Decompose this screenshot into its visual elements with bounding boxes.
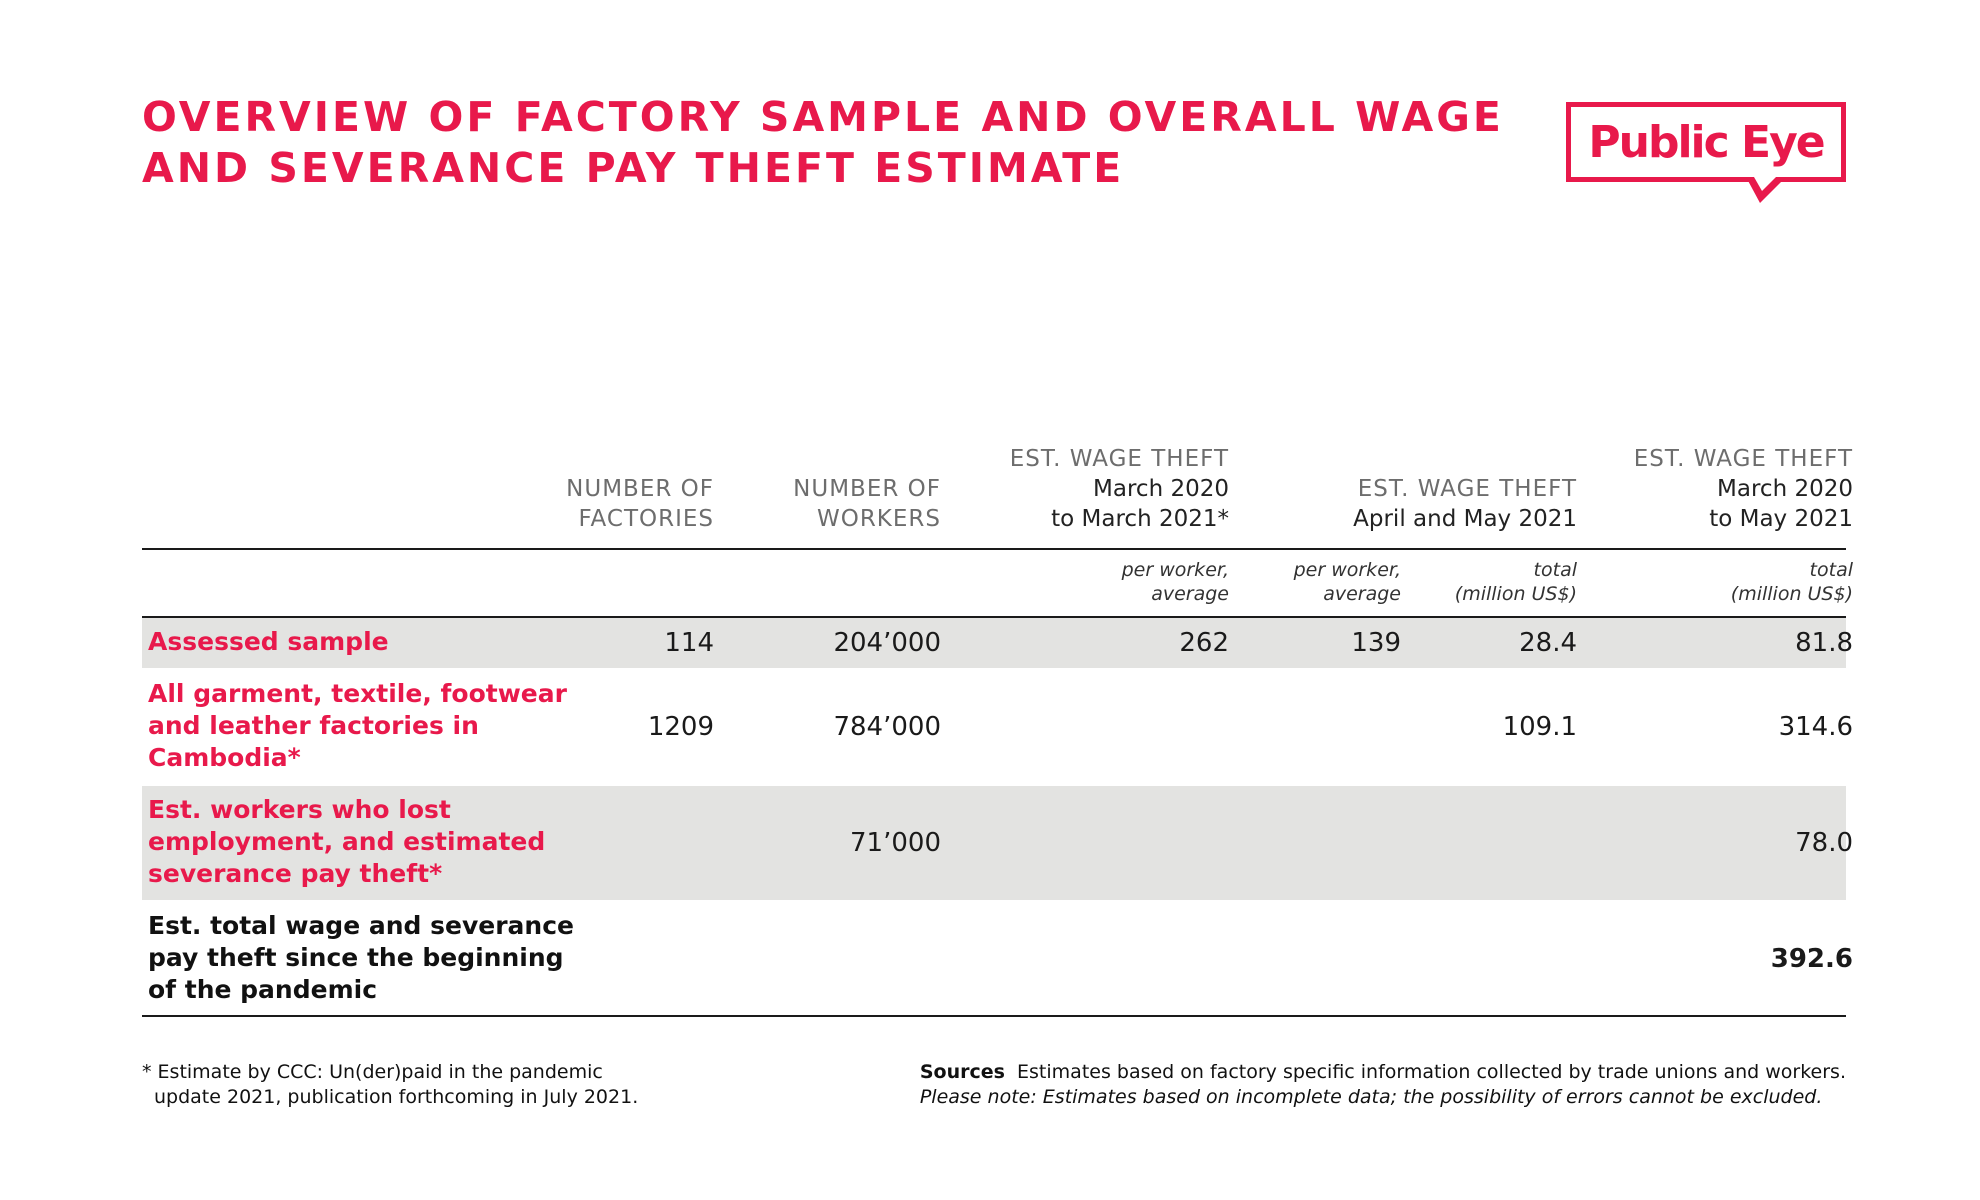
row-label-all-factories: All garment, textile, footwear and leath… [148, 679, 567, 772]
cell-aprmay-total: 109.1 [1502, 712, 1577, 742]
footnote: * Estimate by CCC: Un(der)paid in the pa… [142, 1061, 639, 1108]
sources-text: Estimates based on factory specific info… [1017, 1061, 1846, 1083]
row-label-assessed-sample: Assessed sample [148, 627, 389, 656]
cell-factories: 114 [664, 628, 714, 658]
cell-year-per-worker: 262 [1179, 628, 1229, 658]
row-label-lost-employment: Est. workers who lost employment, and es… [148, 795, 546, 888]
subheader-year-per-worker: per worker, average [1121, 559, 1229, 605]
col-header-workers: NUMBER OF WORKERS [793, 476, 941, 532]
logo-speech-tail-icon [1746, 177, 1786, 203]
title-line-1: OVERVIEW OF FACTORY SAMPLE AND OVERALL W… [142, 93, 1504, 141]
subheader-aprmay-per-worker: per worker, average [1293, 559, 1401, 605]
title-line-2: AND SEVERANCE PAY THEFT ESTIMATE [142, 144, 1125, 192]
cell-factories: 1209 [647, 712, 714, 742]
sources-line: Sources Estimates based on factory speci… [920, 1060, 1846, 1085]
subheader-rule [142, 616, 1846, 618]
col-header-wage-theft-total: EST. WAGE THEFT March 2020 to May 2021 [1633, 446, 1853, 532]
cell-workers: 71’000 [850, 828, 941, 858]
public-eye-logo: Public Eye [1566, 102, 1846, 182]
cell-aprmay-total: 28.4 [1519, 628, 1577, 658]
subheader-aprmay-total: total (million US$) [1454, 559, 1577, 605]
page-title: OVERVIEW OF FACTORY SAMPLE AND OVERALL W… [142, 92, 1504, 194]
sources: Sources Estimates based on factory speci… [920, 1060, 1846, 1110]
subheader-overall-total: total (million US$) [1730, 559, 1853, 605]
sources-note: Please note: Estimates based on incomple… [919, 1086, 1823, 1108]
col-header-wage-theft-year: EST. WAGE THEFT March 2020 to March 2021… [1009, 446, 1229, 532]
cell-aprmay-per-worker: 139 [1351, 628, 1401, 658]
header-rule [142, 548, 1846, 550]
col-header-factories: NUMBER OF FACTORIES [566, 476, 714, 532]
cell-workers: 784’000 [833, 712, 941, 742]
sources-label: Sources [919, 1061, 1005, 1083]
cell-overall-total: 81.8 [1795, 628, 1853, 658]
cell-workers: 204’000 [833, 628, 941, 658]
cell-overall-total: 78.0 [1795, 828, 1853, 858]
row-label-total: Est. total wage and severance pay theft … [148, 911, 574, 1004]
table-row-shade [142, 618, 1846, 668]
cell-overall-total: 314.6 [1778, 712, 1853, 742]
table-bottom-rule [142, 1015, 1846, 1017]
col-header-wage-theft-aprmay: EST. WAGE THEFT April and May 2021 [1353, 476, 1577, 532]
table-row-shade [142, 786, 1846, 900]
logo-text: Public Eye [1588, 116, 1825, 168]
cell-grand-total: 392.6 [1770, 944, 1853, 974]
